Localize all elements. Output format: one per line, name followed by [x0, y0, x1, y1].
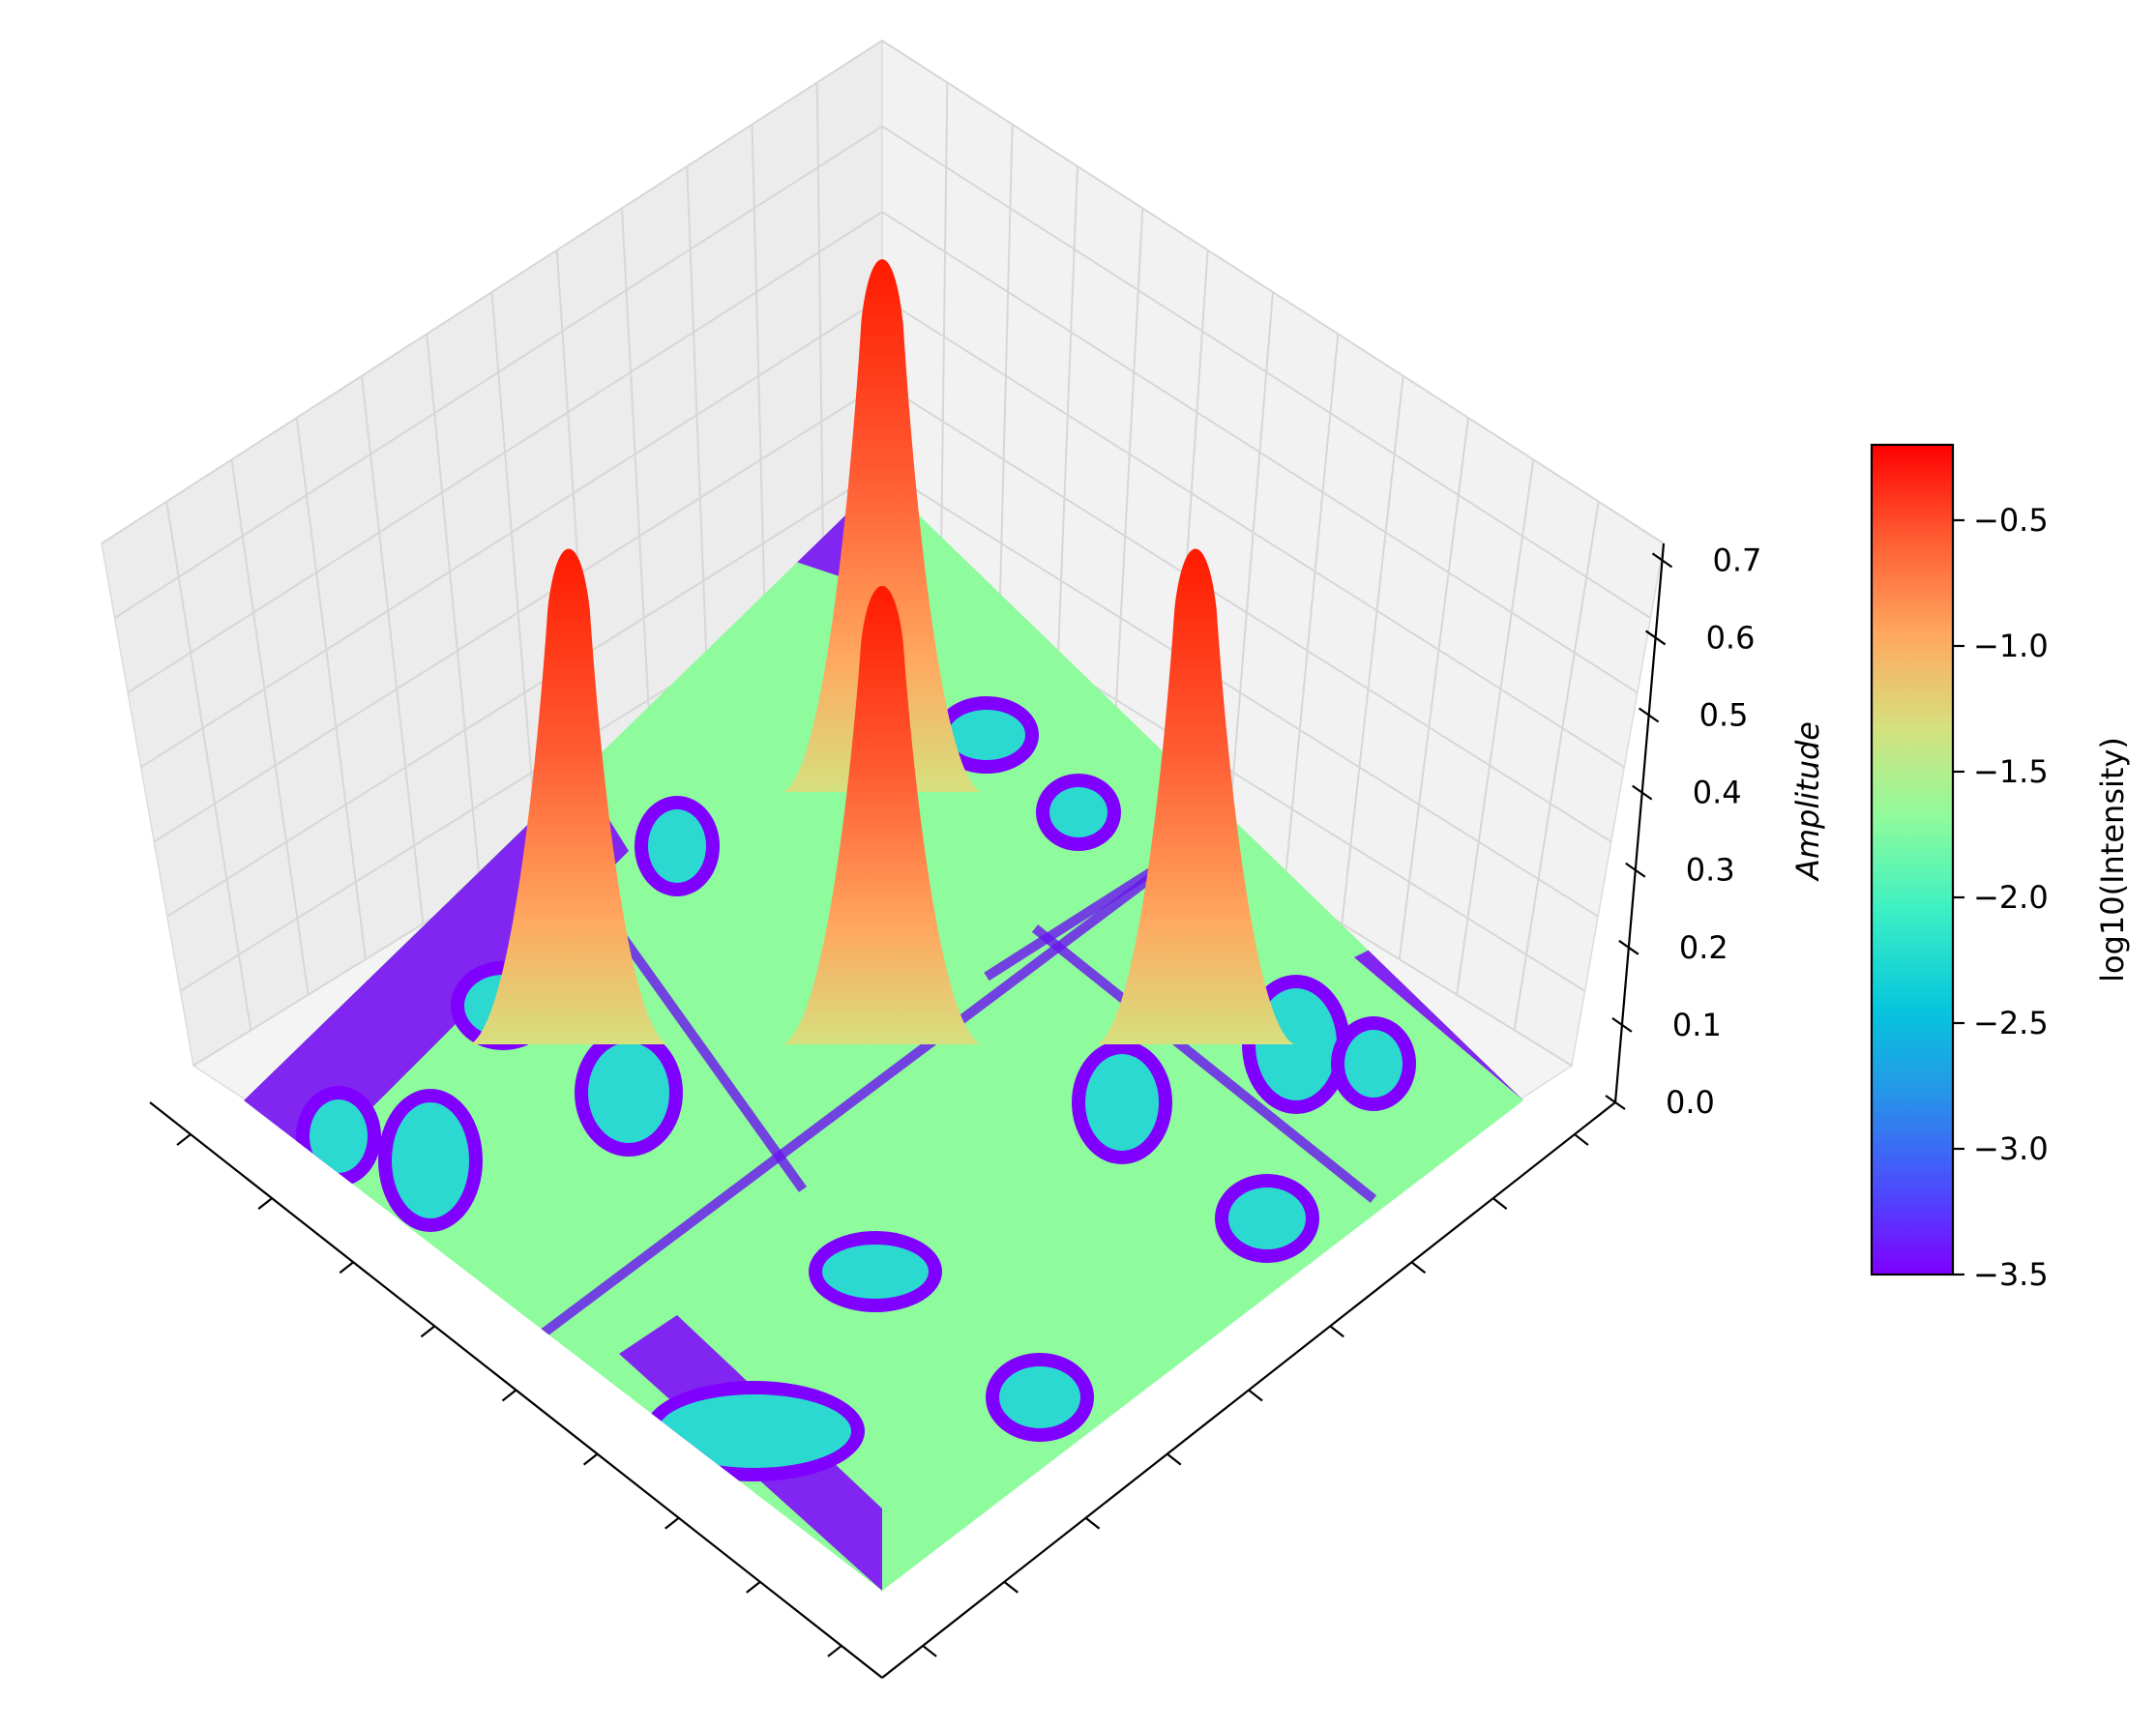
y-tick: [1491, 1197, 1508, 1211]
colorbar-tick-label: −2.5: [1973, 1005, 2049, 1041]
grid-line: [140, 296, 883, 769]
grid-line: [881, 296, 1625, 769]
x-tick: [339, 1261, 354, 1275]
colorbar-tick-label: −3.5: [1973, 1256, 2049, 1293]
z-tick-label: 0.5: [1699, 697, 1749, 734]
colorbar-label: log10(Intensity): [2094, 737, 2131, 982]
colorbar-tick-label: −1.0: [1973, 628, 2049, 664]
surface-peak: [1097, 548, 1294, 1044]
grid-line: [1341, 375, 1404, 924]
grid-line: [230, 459, 310, 995]
y-tick: [1248, 1389, 1263, 1402]
y-tick: [1410, 1261, 1427, 1275]
z-ticks: 0.0 0.1 0.2 0.3 0.4 0.5 0.6 0.7: [1605, 542, 1762, 1121]
y-tick: [1003, 1580, 1019, 1594]
colorbar-ticks: −0.5 −1.0 −1.5 −2.0 −2.5 −3.0 −3.5: [1953, 502, 2049, 1293]
grid-line: [127, 211, 883, 694]
z-tick: [1639, 707, 1660, 723]
grid-line: [1456, 459, 1535, 995]
z-tick-label: 0.3: [1686, 852, 1735, 889]
grid-line: [881, 468, 1599, 918]
z-tick-label: 0.0: [1666, 1084, 1715, 1121]
y-tick: [1574, 1133, 1589, 1146]
grid-line: [1513, 501, 1600, 1031]
grid-line: [490, 291, 539, 854]
surface-node-line: [1031, 924, 1377, 1203]
z-tick-label: 0.1: [1672, 1007, 1722, 1043]
x-tick: [827, 1645, 842, 1657]
y-tick: [922, 1645, 937, 1657]
surface-ring-center: [392, 1102, 469, 1218]
z-axis-label: Amplitude: [1789, 721, 1826, 882]
grid-line: [114, 125, 883, 619]
grid-line: [361, 375, 425, 924]
surface-ring-center: [822, 1245, 929, 1299]
surface-ring-center: [588, 1042, 669, 1143]
grid-line: [101, 40, 883, 544]
colorbar-tick-label: −3.0: [1973, 1130, 2049, 1167]
surface-ring-center: [658, 1394, 851, 1468]
surface-ring-center: [1085, 1054, 1159, 1151]
surface-node-line: [539, 837, 1202, 1338]
colorbar-tick-label: −1.5: [1973, 753, 2049, 790]
surface-ring-center: [1255, 988, 1337, 1100]
grid-line: [166, 468, 883, 918]
surface-peak: [783, 585, 981, 1044]
surface-peaks: [470, 259, 1294, 1044]
grid-line: [1053, 165, 1078, 747]
grid-line: [295, 417, 367, 960]
z-tick-label: 0.6: [1706, 619, 1756, 656]
z-tick: [1611, 1017, 1633, 1033]
surface-peak: [470, 548, 667, 1044]
surface-ring-center: [948, 710, 1025, 760]
z-tick: [1644, 630, 1667, 646]
surface-peak: [783, 259, 981, 792]
z-tick: [1605, 1095, 1626, 1110]
grid-line: [1283, 334, 1340, 889]
z-tick: [1625, 862, 1646, 878]
surface-ring-center: [1049, 787, 1108, 837]
surface-ring-center: [1228, 1187, 1306, 1249]
grid-line: [165, 501, 252, 1031]
grid-line: [881, 125, 1651, 619]
z-tick: [1651, 552, 1673, 569]
grid-line: [621, 208, 654, 782]
grid-line: [881, 40, 1665, 544]
surface-ring-center: [999, 1366, 1080, 1428]
surface-ring-center: [310, 1099, 368, 1173]
x-tick: [501, 1389, 517, 1402]
surface-ring-center: [1344, 1030, 1403, 1098]
colorbar: −0.5 −1.0 −1.5 −2.0 −2.5 −3.0 −3.5 log10(Inten…: [1870, 443, 2131, 1293]
grid-line: [1226, 291, 1274, 854]
colorbar-tick-label: −0.5: [1973, 502, 2049, 539]
colorbar-tick-label: −2.0: [1973, 879, 2049, 916]
z-tick-label: 0.7: [1713, 542, 1762, 578]
surface-plot: [244, 259, 1523, 1591]
grid-line: [686, 165, 711, 747]
surface-ring-center: [648, 809, 706, 883]
z-tick: [1632, 784, 1653, 801]
y-tick: [1084, 1516, 1101, 1530]
x-tick: [257, 1197, 273, 1211]
z-tick-label: 0.4: [1693, 775, 1742, 811]
y-tick: [1329, 1325, 1344, 1338]
colorbar-gradient: [1870, 443, 1955, 1276]
grid-line: [1398, 417, 1469, 960]
z-tick-label: 0.2: [1679, 929, 1728, 966]
x-tick: [582, 1452, 599, 1466]
grid-line: [881, 211, 1639, 694]
grid-line: [881, 382, 1612, 843]
y-tick: [1167, 1452, 1182, 1466]
x-tick: [665, 1516, 680, 1530]
grid-line: [426, 334, 482, 889]
grid-line: [1110, 208, 1144, 782]
x-tick: [746, 1580, 761, 1594]
z-tick: [1618, 939, 1639, 955]
xy-ticks: [176, 1133, 1589, 1657]
grid-line: [153, 382, 883, 843]
x-tick: [176, 1133, 192, 1146]
x-tick: [420, 1325, 436, 1338]
